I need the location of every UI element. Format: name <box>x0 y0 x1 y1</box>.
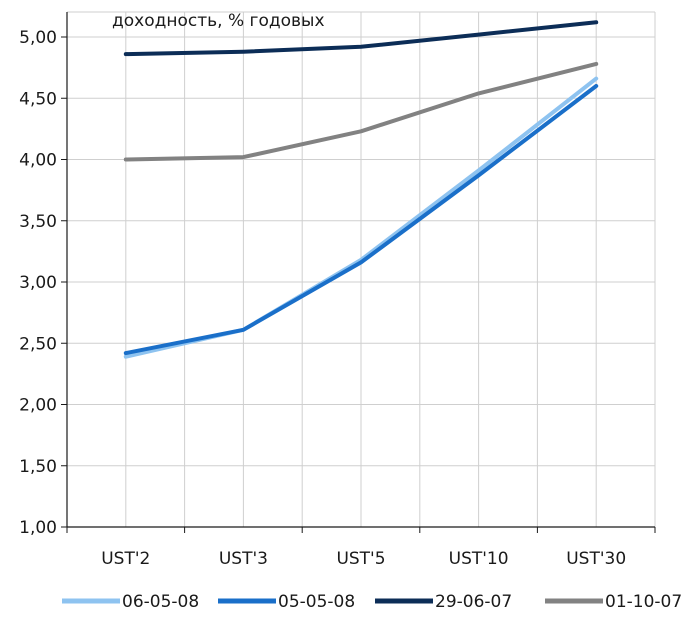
x-tick-label: UST'5 <box>336 549 385 569</box>
legend: 06-05-08 05-05-08 29-06-07 01-10-07 <box>62 592 682 612</box>
legend-label: 29-06-07 <box>435 592 512 612</box>
legend-item: 05-05-08 <box>218 592 355 612</box>
x-tick-label: UST'30 <box>566 549 626 569</box>
y-axis-ticks: 1,00 1,50 2,00 2,50 3,00 3,50 4,00 4,50 5,00 <box>19 28 67 538</box>
legend-label: 06-05-08 <box>122 592 199 612</box>
y-tick-label: 4,50 <box>19 89 57 109</box>
y-tick-label: 4,00 <box>19 151 57 171</box>
y-tick-label: 1,00 <box>19 518 57 538</box>
grid <box>67 11 656 527</box>
series-lines <box>123 20 599 359</box>
chart-title: доходность, % годовых <box>112 11 325 31</box>
x-axis-ticks: UST'2 UST'3 UST'5 UST'10 UST'30 <box>66 527 656 569</box>
x-tick-label: UST'2 <box>101 549 150 569</box>
x-tick-label: UST'10 <box>449 549 509 569</box>
legend-label: 05-05-08 <box>278 592 355 612</box>
legend-item: 29-06-07 <box>375 592 512 612</box>
y-tick-label: 1,50 <box>19 457 57 477</box>
legend-item: 01-10-07 <box>545 592 682 612</box>
y-tick-label: 3,50 <box>19 212 57 232</box>
y-tick-label: 5,00 <box>19 28 57 48</box>
legend-label: 01-10-07 <box>605 592 682 612</box>
legend-item: 06-05-08 <box>62 592 199 612</box>
y-tick-label: 2,00 <box>19 396 57 416</box>
series-line-05-05-08 <box>123 84 599 356</box>
series-line-29-06-07 <box>123 20 599 57</box>
y-tick-label: 3,00 <box>19 273 57 293</box>
y-tick-label: 2,50 <box>19 334 57 354</box>
x-tick-label: UST'3 <box>219 549 268 569</box>
series-line-01-10-07 <box>123 61 599 162</box>
